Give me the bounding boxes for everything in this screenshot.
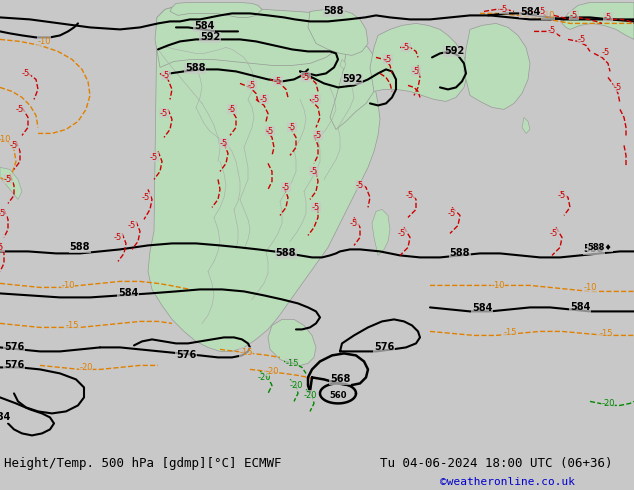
Text: Height/Temp. 500 hPa [gdmp][°C] ECMWF: Height/Temp. 500 hPa [gdmp][°C] ECMWF: [4, 457, 281, 470]
Text: -5: -5: [4, 175, 12, 184]
Text: 588: 588: [324, 6, 344, 16]
Text: -5: -5: [350, 219, 358, 228]
Text: -5: -5: [578, 35, 586, 44]
Text: -5: -5: [160, 109, 168, 118]
Text: 584: 584: [472, 303, 492, 314]
Polygon shape: [370, 24, 468, 101]
Text: -5: -5: [248, 81, 256, 90]
Text: -5: -5: [228, 105, 236, 114]
Text: -5: -5: [266, 127, 274, 136]
Text: -5: -5: [614, 83, 622, 92]
Text: -20: -20: [257, 373, 271, 382]
Text: 588: 588: [70, 243, 90, 252]
Text: -5: -5: [500, 5, 508, 14]
Polygon shape: [148, 3, 380, 351]
Text: -20: -20: [265, 367, 279, 376]
Text: -5: -5: [162, 71, 170, 80]
Text: -10: -10: [583, 283, 597, 292]
Text: 592: 592: [444, 47, 464, 56]
Text: 592: 592: [342, 74, 362, 84]
Text: -5: -5: [604, 13, 612, 22]
Text: -5: -5: [220, 139, 228, 148]
Text: -5: -5: [150, 153, 158, 162]
Text: 576: 576: [176, 350, 196, 361]
Text: -10: -10: [61, 281, 75, 290]
Text: -5: -5: [398, 229, 406, 238]
Text: 584: 584: [118, 289, 138, 298]
Text: -15: -15: [65, 321, 79, 330]
Text: -5: -5: [558, 191, 566, 200]
Text: -5: -5: [16, 105, 24, 114]
Text: ©weatheronline.co.uk: ©weatheronline.co.uk: [440, 477, 575, 487]
Polygon shape: [522, 118, 530, 133]
Text: -5: -5: [288, 123, 296, 132]
Text: -15: -15: [503, 328, 517, 337]
Text: -5: -5: [310, 167, 318, 176]
Polygon shape: [330, 35, 380, 129]
Text: -20: -20: [289, 381, 303, 390]
Polygon shape: [372, 209, 390, 255]
Text: 576: 576: [4, 343, 24, 352]
Text: -10: -10: [37, 37, 51, 46]
Text: -20: -20: [303, 391, 317, 400]
Text: -10: -10: [541, 11, 555, 20]
Text: -15: -15: [239, 348, 253, 357]
Text: -5: -5: [260, 95, 268, 104]
Text: -5: -5: [538, 7, 546, 16]
Text: -5: -5: [22, 69, 30, 78]
Polygon shape: [340, 59, 346, 70]
Text: -5: -5: [602, 48, 610, 57]
Text: 588: 588: [450, 248, 470, 258]
Text: 584: 584: [194, 22, 214, 31]
Text: -5: -5: [0, 209, 6, 218]
Text: -5: -5: [448, 209, 456, 218]
Text: 576: 576: [4, 361, 24, 370]
Text: 584: 584: [570, 302, 590, 313]
Text: 568: 568: [330, 374, 350, 385]
Text: -5: -5: [312, 203, 320, 212]
Text: -5: -5: [570, 11, 578, 20]
Text: -5: -5: [550, 229, 558, 238]
Text: -5: -5: [10, 141, 18, 150]
Text: 560: 560: [329, 391, 347, 400]
Text: -5: -5: [406, 191, 414, 200]
Polygon shape: [268, 319, 316, 366]
Text: -15: -15: [285, 359, 299, 368]
Text: 584: 584: [0, 413, 10, 422]
Text: -20: -20: [79, 363, 93, 372]
Polygon shape: [562, 2, 634, 39]
Polygon shape: [464, 24, 530, 109]
Text: -15: -15: [599, 329, 612, 338]
Text: -5: -5: [356, 181, 364, 190]
Text: -5: -5: [0, 243, 4, 252]
Text: -5: -5: [312, 95, 320, 104]
Text: -5: -5: [142, 193, 150, 202]
Text: 584: 584: [520, 7, 540, 18]
Polygon shape: [0, 168, 22, 199]
Text: 592: 592: [200, 32, 220, 43]
Text: 576: 576: [374, 343, 394, 352]
Text: -5: -5: [384, 55, 392, 64]
Polygon shape: [155, 4, 348, 68]
Text: -5: -5: [282, 183, 290, 192]
Text: -5: -5: [402, 43, 410, 52]
Text: 588: 588: [276, 248, 296, 258]
Text: -5: -5: [114, 233, 122, 242]
Text: -5: -5: [548, 26, 556, 35]
Polygon shape: [308, 9, 368, 55]
Text: -5: -5: [412, 67, 420, 76]
Polygon shape: [170, 2, 262, 18]
Text: -10: -10: [491, 281, 505, 290]
Text: 588♦: 588♦: [588, 243, 612, 252]
Text: -5: -5: [314, 131, 322, 140]
Text: -20: -20: [601, 399, 615, 408]
Text: 588: 588: [184, 63, 205, 74]
Text: -5: -5: [302, 73, 310, 82]
Text: -5: -5: [128, 221, 136, 230]
Text: -10: -10: [0, 135, 11, 144]
Text: Tu 04-06-2024 18:00 UTC (06+36): Tu 04-06-2024 18:00 UTC (06+36): [380, 457, 612, 470]
Text: 588: 588: [584, 245, 604, 254]
Text: -5: -5: [274, 77, 282, 86]
